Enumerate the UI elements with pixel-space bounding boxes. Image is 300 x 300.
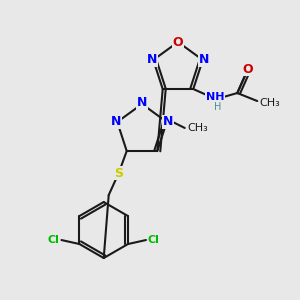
Text: O: O [173, 35, 183, 49]
Text: CH₃: CH₃ [259, 98, 280, 108]
Text: N: N [147, 53, 158, 67]
Text: H: H [214, 102, 221, 112]
Text: N: N [199, 53, 209, 67]
Text: N: N [163, 116, 173, 128]
Text: N: N [137, 97, 147, 110]
Text: S: S [114, 167, 123, 179]
Text: O: O [242, 62, 253, 76]
Text: Cl: Cl [48, 235, 59, 245]
Text: CH₃: CH₃ [188, 123, 208, 133]
Text: Cl: Cl [148, 235, 160, 245]
Text: NH: NH [206, 92, 224, 102]
Text: N: N [111, 116, 122, 128]
